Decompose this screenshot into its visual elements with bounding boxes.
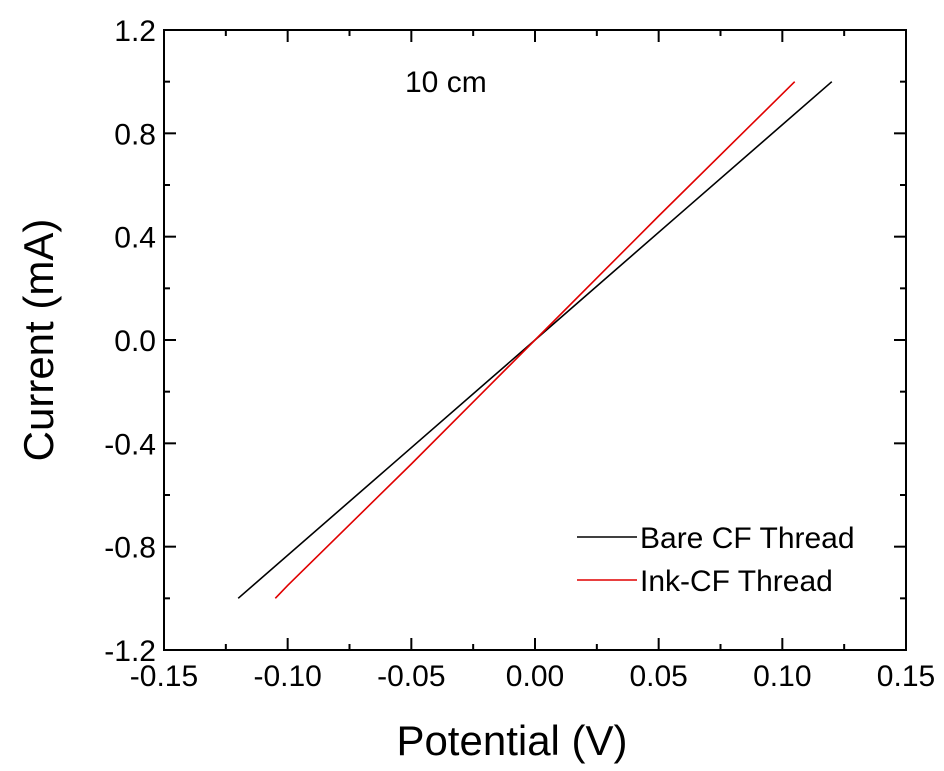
tick-labels: -0.15 -0.10 -0.05 0.00 0.05 0.10 0.15 -1.2 -0.8 -… bbox=[104, 15, 935, 693]
y-axis-title: Current (mA) bbox=[15, 219, 62, 462]
y-tick-label: 0.4 bbox=[114, 222, 156, 255]
y-tick-label: 0.8 bbox=[114, 118, 156, 151]
y-tick-label: -0.4 bbox=[104, 428, 156, 461]
legend-label-bare: Bare CF Thread bbox=[640, 522, 855, 555]
x-tick-label: 0.10 bbox=[753, 660, 811, 693]
x-tick-label: -0.15 bbox=[130, 660, 198, 693]
y-tick-label: -0.8 bbox=[104, 532, 156, 565]
y-tick-label: 0.0 bbox=[114, 325, 156, 358]
length-annotation: 10 cm bbox=[405, 66, 487, 99]
x-tick-label: 0.00 bbox=[506, 660, 564, 693]
x-tick-label: 0.15 bbox=[877, 660, 935, 693]
x-tick-label: -0.05 bbox=[377, 660, 445, 693]
legend-label-ink: Ink-CF Thread bbox=[640, 565, 833, 598]
x-tick-label: -0.10 bbox=[253, 660, 321, 693]
series-line-ink-cf bbox=[274, 81, 796, 599]
series-lines bbox=[237, 81, 833, 599]
plot-frame bbox=[163, 29, 907, 651]
x-axis-title: Potential (V) bbox=[396, 717, 627, 764]
x-tick-label: 0.05 bbox=[629, 660, 687, 693]
y-tick-label: 1.2 bbox=[114, 15, 156, 48]
legend: Bare CF Thread Ink-CF Thread bbox=[577, 522, 855, 598]
y-tick-label: -1.2 bbox=[104, 635, 156, 668]
